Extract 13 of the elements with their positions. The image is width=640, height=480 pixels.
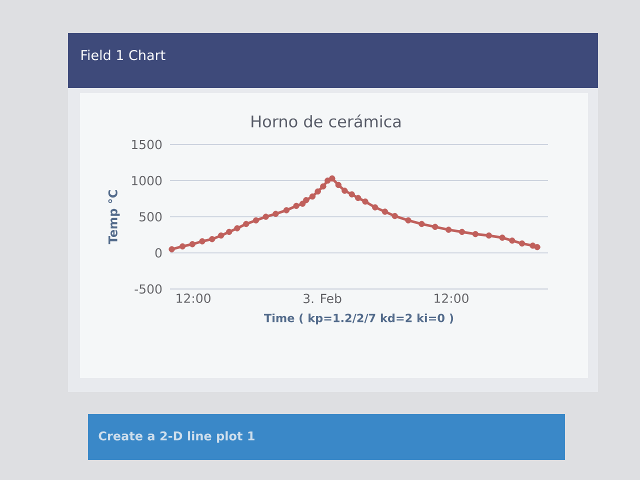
text: Create a 2-D line plot 1 bbox=[98, 431, 254, 443]
x-tick-label: 12:00 bbox=[176, 294, 210, 303]
x-tick-label: 3. Feb bbox=[304, 294, 342, 304]
chart-title: Horno de cerámica bbox=[252, 114, 400, 128]
y-tick-label: 500 bbox=[140, 212, 162, 222]
y-tick-label: 0 bbox=[155, 248, 162, 258]
x-axis-title: Time ( kp=1.2/2/7 kd=2 ki=0 ) bbox=[264, 314, 454, 324]
y-axis-title: Temp °C bbox=[108, 190, 120, 244]
y-tick-label: 1500 bbox=[132, 140, 162, 150]
text: Field 1 Chart bbox=[82, 50, 166, 60]
y-tick-label: 1000 bbox=[132, 176, 162, 186]
x-tick-label: 12:00 bbox=[434, 294, 468, 303]
y-tick-label: -500 bbox=[134, 284, 162, 294]
